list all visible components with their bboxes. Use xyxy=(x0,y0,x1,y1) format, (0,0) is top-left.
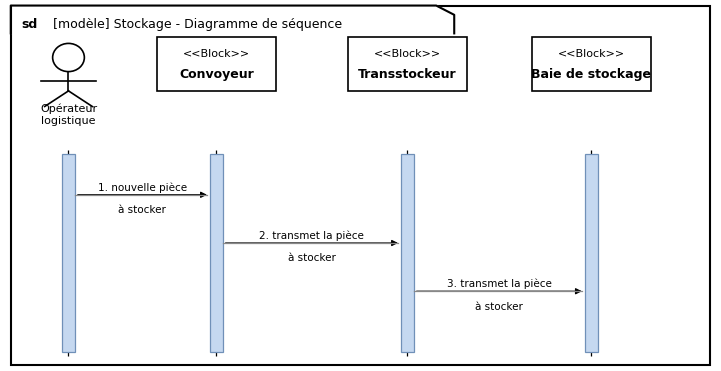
Polygon shape xyxy=(11,6,454,33)
Text: Opérateur
logistique: Opérateur logistique xyxy=(40,104,97,126)
Bar xyxy=(156,37,275,91)
Text: 3. transmet la pièce: 3. transmet la pièce xyxy=(447,279,552,289)
Text: à stocker: à stocker xyxy=(288,253,336,263)
Text: à stocker: à stocker xyxy=(475,302,523,312)
Text: Transstockeur: Transstockeur xyxy=(358,68,456,81)
Text: <<Block>>: <<Block>> xyxy=(182,49,250,59)
Text: [modèle] Stockage - Diagramme de séquence: [modèle] Stockage - Diagramme de séquenc… xyxy=(49,17,342,31)
Text: à stocker: à stocker xyxy=(118,205,167,215)
Text: Convoyeur: Convoyeur xyxy=(179,68,254,81)
Bar xyxy=(531,37,650,91)
Bar xyxy=(348,37,467,91)
Bar xyxy=(585,154,598,352)
Text: <<Block>>: <<Block>> xyxy=(557,49,625,59)
Text: sd: sd xyxy=(22,17,38,31)
Bar xyxy=(210,154,223,352)
Text: <<Block>>: <<Block>> xyxy=(373,49,441,59)
Text: Baie de stockage: Baie de stockage xyxy=(531,68,651,81)
Text: 1. nouvelle pièce: 1. nouvelle pièce xyxy=(98,183,187,193)
Text: 2. transmet la pièce: 2. transmet la pièce xyxy=(260,231,364,241)
Ellipse shape xyxy=(53,43,84,72)
Bar xyxy=(62,154,75,352)
Bar xyxy=(401,154,414,352)
